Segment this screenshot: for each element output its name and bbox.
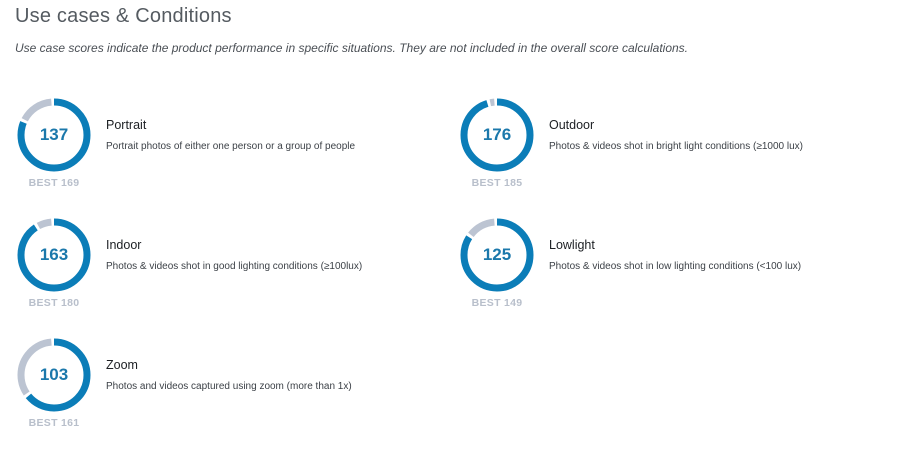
score-value: 103 [39, 365, 69, 384]
score-gauge: 125 [459, 217, 535, 293]
best-score: BEST 169 [28, 177, 80, 189]
usecase-name: Portrait [106, 118, 147, 132]
section-title: Use cases & Conditions [15, 5, 232, 27]
best-score: BEST 180 [28, 297, 80, 309]
score-value: 163 [39, 245, 69, 264]
usecase-outdoor: 176 BEST 185 Outdoor Photos & videos sho… [459, 97, 899, 197]
usecase-zoom: 103 BEST 161 Zoom Photos and videos capt… [16, 337, 456, 437]
score-value: 176 [482, 125, 512, 144]
gauge-ring-icon [460, 98, 534, 172]
best-score: BEST 149 [471, 297, 523, 309]
gauge-ring-icon [17, 218, 91, 292]
usecase-description: Photos & videos shot in low lighting con… [549, 261, 802, 272]
score-value: 125 [482, 245, 512, 264]
usecase-name: Outdoor [549, 118, 595, 132]
score-gauge: 176 [459, 97, 535, 173]
usecase-description: Photos and videos captured using zoom (m… [106, 381, 352, 392]
section-note: Use case scores indicate the product per… [15, 41, 689, 55]
usecase-name: Lowlight [549, 238, 595, 252]
usecase-portrait: 137 BEST 169 Portrait Portrait photos of… [16, 97, 456, 197]
score-value: 137 [39, 125, 69, 144]
usecase-description: Portrait photos of either one person or … [106, 141, 356, 152]
gauge-ring-icon [460, 218, 534, 292]
gauge-ring-icon [17, 338, 91, 412]
usecase-description: Photos & videos shot in bright light con… [549, 141, 803, 152]
best-score: BEST 185 [471, 177, 523, 189]
score-gauge: 137 [16, 97, 92, 173]
score-gauge: 163 [16, 217, 92, 293]
usecase-description: Photos & videos shot in good lighting co… [106, 261, 363, 272]
usecase-lowlight: 125 BEST 149 Lowlight Photos & videos sh… [459, 217, 899, 317]
best-score: BEST 161 [28, 417, 80, 429]
usecase-name: Zoom [106, 358, 138, 372]
gauge-ring-icon [17, 98, 91, 172]
score-gauge: 103 [16, 337, 92, 413]
usecase-indoor: 163 BEST 180 Indoor Photos & videos shot… [16, 217, 456, 317]
usecase-name: Indoor [106, 238, 142, 252]
